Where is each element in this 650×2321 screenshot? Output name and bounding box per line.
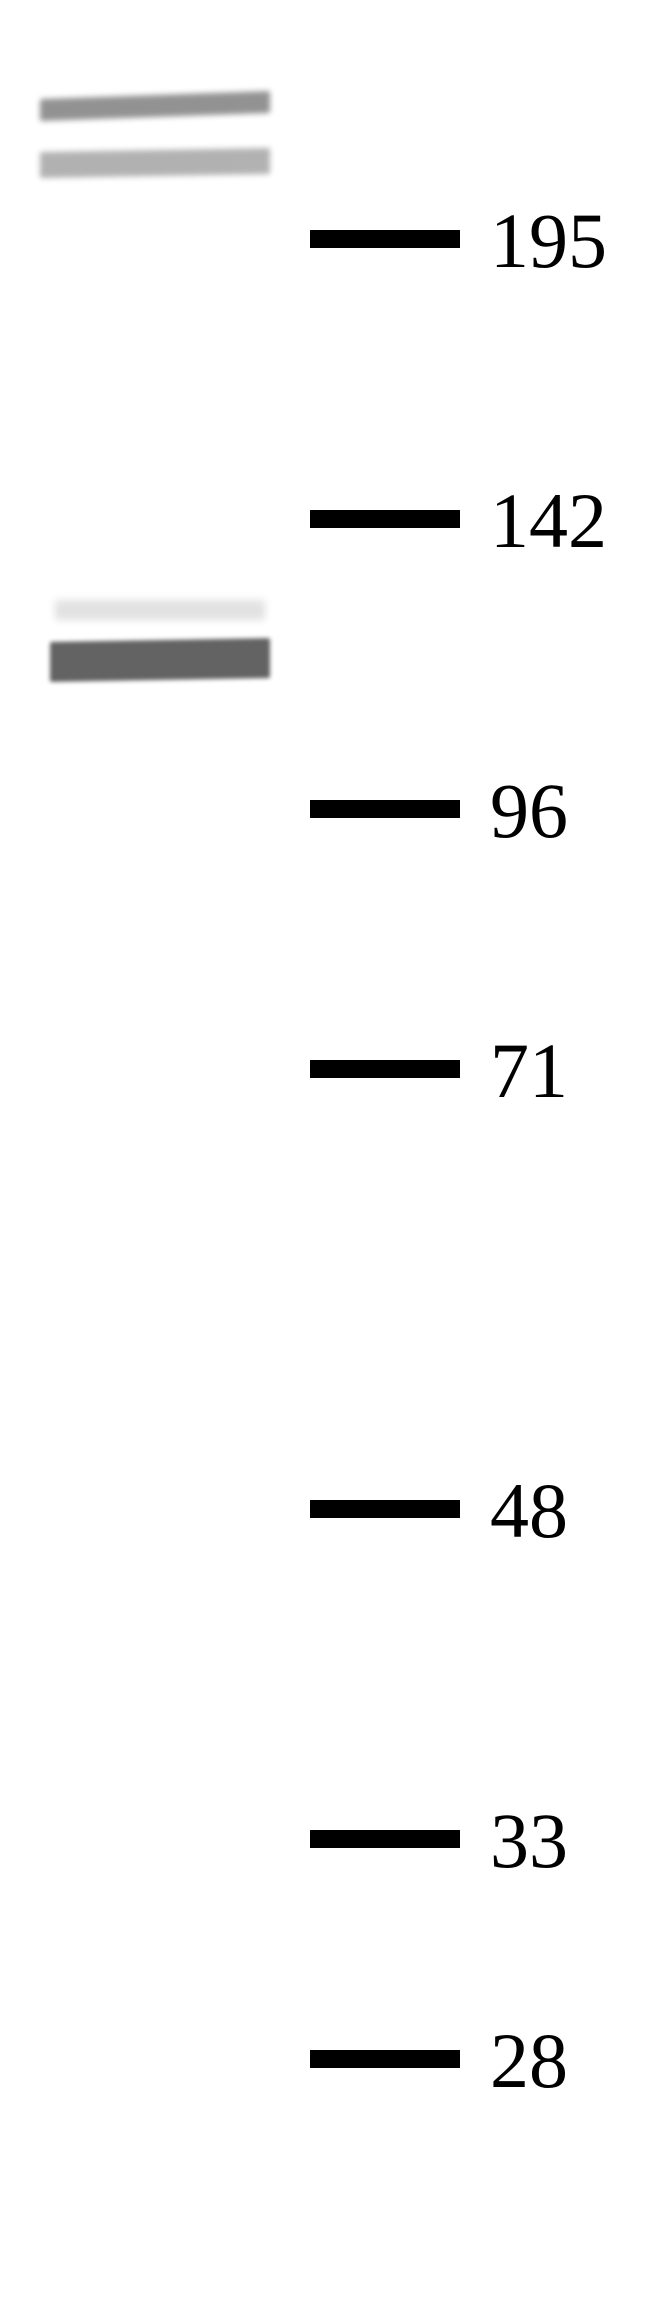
ladder-tick [310,510,460,528]
ladder-tick [310,1500,460,1518]
blot-band [55,600,265,620]
blot-band [50,638,270,682]
blot-band [40,148,270,178]
blot-band [40,91,270,121]
ladder-tick [310,800,460,818]
ladder-label: 195 [490,196,607,286]
ladder-tick [310,1830,460,1848]
ladder-tick [310,230,460,248]
ladder-tick [310,2050,460,2068]
ladder-label: 96 [490,766,568,856]
ladder-tick [310,1060,460,1078]
sample-lane [30,0,280,2321]
ladder-label: 71 [490,1026,568,1116]
ladder-label: 142 [490,476,607,566]
ladder-label: 28 [490,2016,568,2106]
ladder-label: 33 [490,1796,568,1886]
ladder-label: 48 [490,1466,568,1556]
